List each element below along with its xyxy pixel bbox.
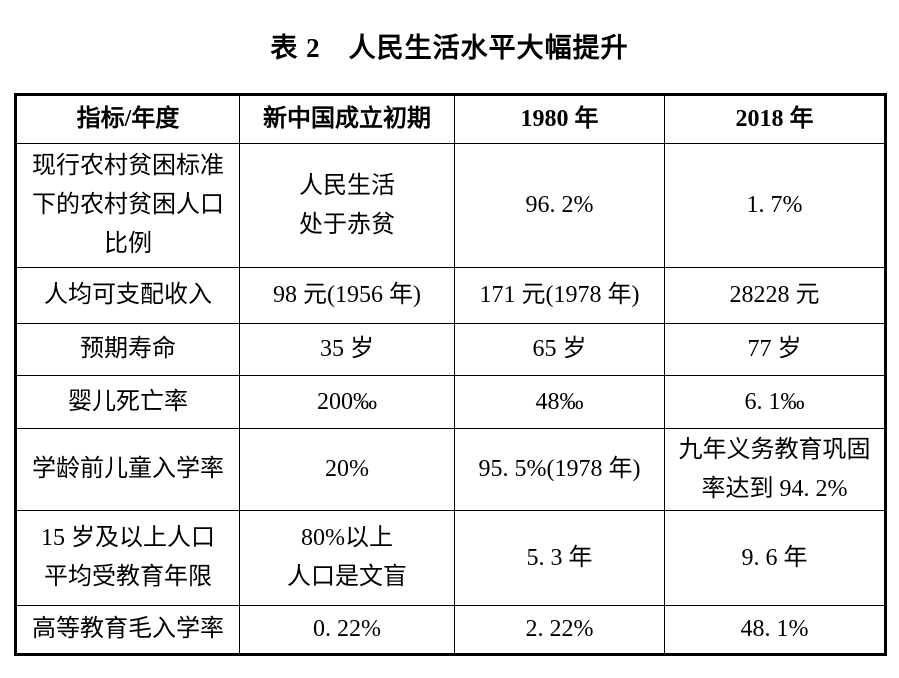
header-1980: 1980 年 <box>454 94 665 144</box>
value-cell: 人民生活 处于赤贫 <box>239 143 455 268</box>
table-row: 预期寿命 35 岁 65 岁 77 岁 <box>15 323 886 376</box>
header-indicator: 指标/年度 <box>15 94 240 144</box>
table-row: 15 岁及以上人口 平均受教育年限 80%以上 人口是文盲 5. 3 年 9. … <box>15 510 886 606</box>
indicator-cell: 15 岁及以上人口 平均受教育年限 <box>15 510 240 606</box>
table-title: 表 2 人民生活水平大幅提升 <box>270 33 629 63</box>
value-cell: 2. 22% <box>454 605 665 655</box>
value-cell: 171 元(1978 年) <box>454 267 665 324</box>
value-cell: 20% <box>239 428 455 511</box>
value-cell: 6. 1‰ <box>664 375 886 429</box>
value-cell: 48. 1% <box>664 605 886 655</box>
value-cell: 35 岁 <box>239 323 455 376</box>
header-row: 指标/年度 新中国成立初期 1980 年 2018 年 <box>15 94 886 144</box>
value-cell: 48‰ <box>454 375 665 429</box>
value-cell: 95. 5%(1978 年) <box>454 428 665 511</box>
value-cell: 5. 3 年 <box>454 510 665 606</box>
indicator-cell: 现行农村贫困标准 下的农村贫困人口 比例 <box>15 143 240 268</box>
header-early-prc: 新中国成立初期 <box>239 94 455 144</box>
table-row: 人均可支配收入 98 元(1956 年) 171 元(1978 年) 28228… <box>15 267 886 324</box>
value-cell: 0. 22% <box>239 605 455 655</box>
table-row: 高等教育毛入学率 0. 22% 2. 22% 48. 1% <box>15 605 886 655</box>
indicator-cell: 婴儿死亡率 <box>15 375 240 429</box>
table-row: 婴儿死亡率 200‰ 48‰ 6. 1‰ <box>15 375 886 429</box>
value-cell: 98 元(1956 年) <box>239 267 455 324</box>
indicator-cell: 高等教育毛入学率 <box>15 605 240 655</box>
value-cell: 28228 元 <box>664 267 886 324</box>
indicator-cell: 学龄前儿童入学率 <box>15 428 240 511</box>
value-cell: 1. 7% <box>664 143 886 268</box>
value-cell: 9. 6 年 <box>664 510 886 606</box>
value-cell: 九年义务教育巩固 率达到 94. 2% <box>664 428 886 511</box>
header-2018: 2018 年 <box>664 94 886 144</box>
table-row: 学龄前儿童入学率 20% 95. 5%(1978 年) 九年义务教育巩固 率达到… <box>15 428 886 511</box>
value-cell: 96. 2% <box>454 143 665 268</box>
indicator-cell: 预期寿命 <box>15 323 240 376</box>
value-cell: 80%以上 人口是文盲 <box>239 510 455 606</box>
indicator-cell: 人均可支配收入 <box>15 267 240 324</box>
value-cell: 77 岁 <box>664 323 886 376</box>
value-cell: 200‰ <box>239 375 455 429</box>
table-row: 现行农村贫困标准 下的农村贫困人口 比例 人民生活 处于赤贫 96. 2% 1.… <box>15 143 886 268</box>
living-standards-table: 指标/年度 新中国成立初期 1980 年 2018 年 现行农村贫困标准 下的农… <box>14 93 887 656</box>
value-cell: 65 岁 <box>454 323 665 376</box>
